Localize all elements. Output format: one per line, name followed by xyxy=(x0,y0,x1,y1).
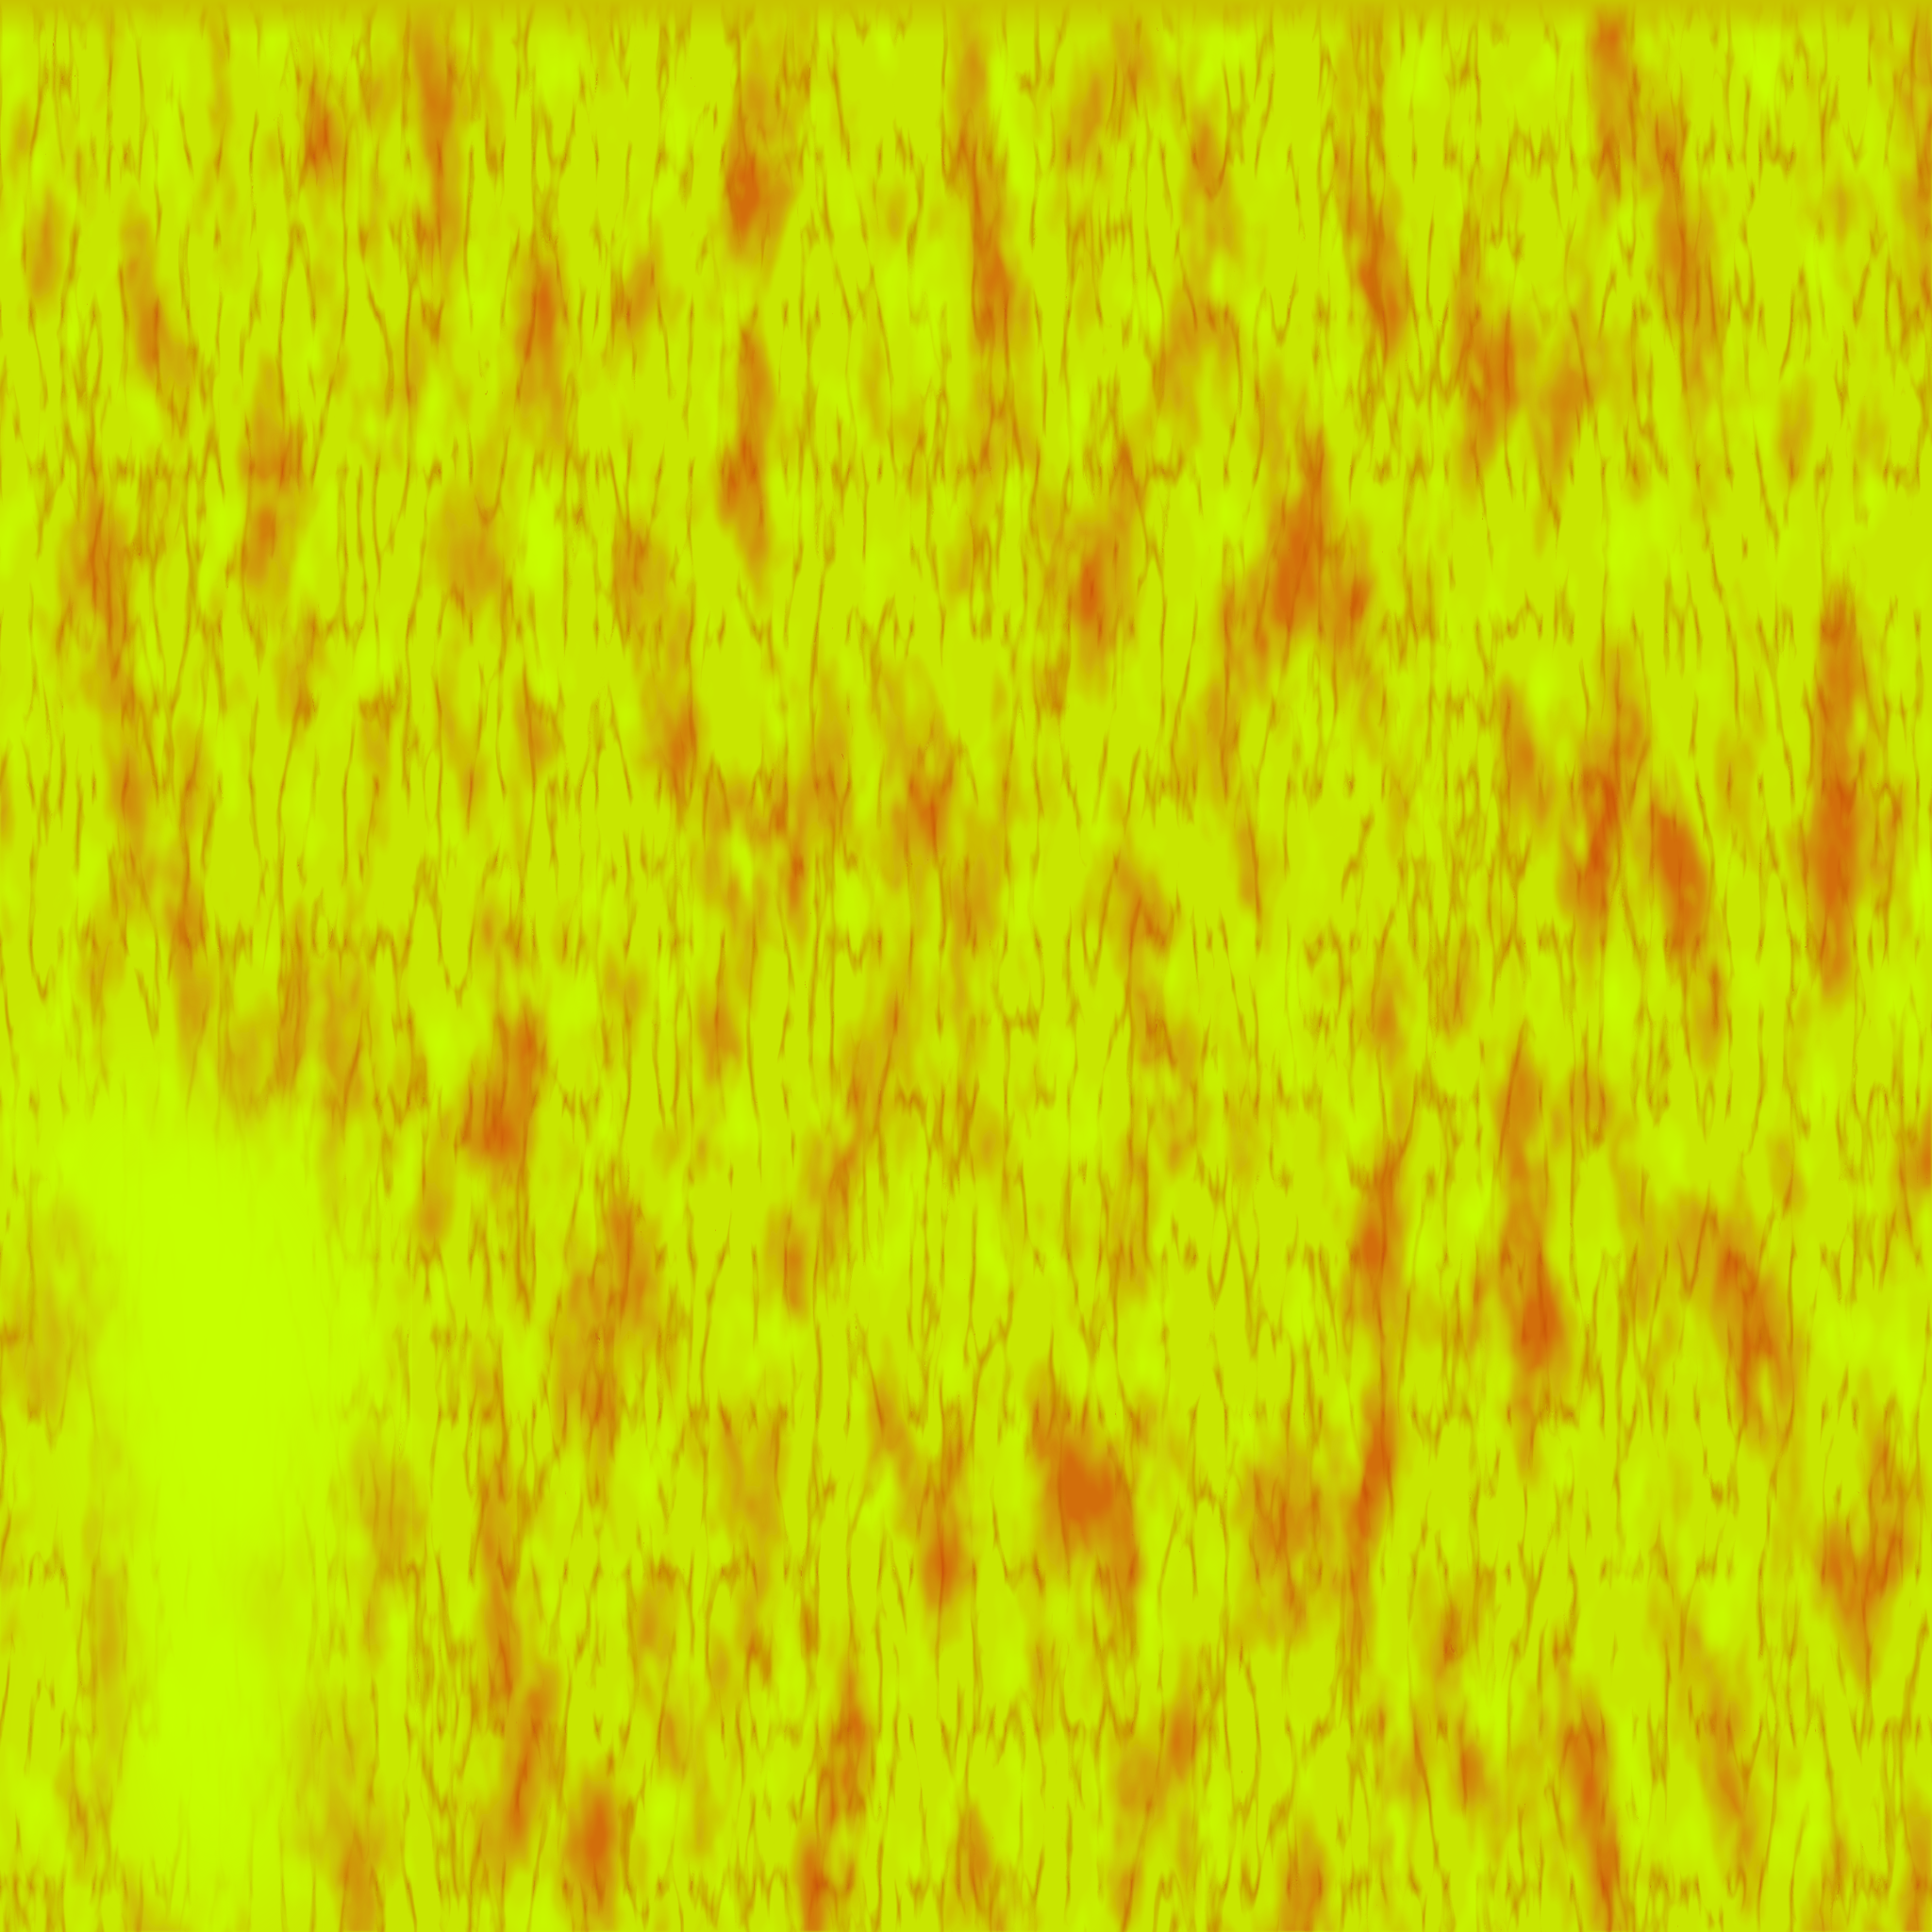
smooth-region xyxy=(28,1066,377,1932)
top-band xyxy=(0,0,1932,38)
